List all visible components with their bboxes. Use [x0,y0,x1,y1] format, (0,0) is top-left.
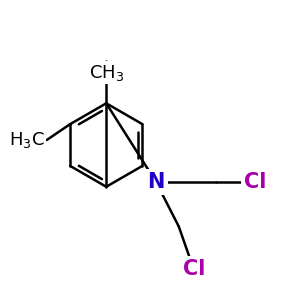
Text: $\mathregular{H_3C}$: $\mathregular{H_3C}$ [9,130,45,150]
Text: N: N [147,172,165,192]
Text: $\mathregular{CH_3}$: $\mathregular{CH_3}$ [88,63,124,82]
Text: Cl: Cl [182,259,205,279]
Text: Cl: Cl [244,172,266,192]
